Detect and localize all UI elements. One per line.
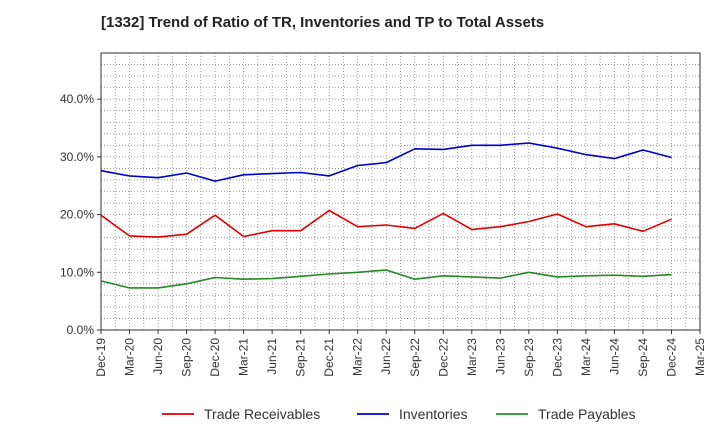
chart-title: [1332] Trend of Ratio of TR, Inventories… <box>101 14 545 31</box>
x-tick-label: Dec-21 <box>322 338 336 377</box>
x-tick-label: Dec-23 <box>550 338 564 377</box>
x-tick-label: Mar-22 <box>351 338 365 376</box>
legend-label-trade-receivables: Trade Receivables <box>204 406 320 422</box>
x-tick-label: Dec-19 <box>94 338 108 377</box>
legend-label-inventories: Inventories <box>399 406 467 422</box>
x-tick-label: Jun-24 <box>607 338 621 375</box>
x-tick-label: Jun-22 <box>379 338 393 375</box>
x-tick-label: Dec-24 <box>664 338 678 377</box>
plot-frame <box>100 52 701 331</box>
x-tick-label: Sep-24 <box>636 338 650 377</box>
x-tick-label: Dec-22 <box>436 338 450 377</box>
y-tick-label: 30.0% <box>60 150 94 164</box>
series-line-trade-receivables <box>100 209 672 238</box>
x-tick-label: Mar-23 <box>465 338 479 376</box>
x-tick-label: Jun-20 <box>151 338 165 375</box>
y-tick-label: 40.0% <box>60 92 94 106</box>
x-tick-label: Sep-23 <box>522 338 536 377</box>
x-tick-label: Dec-20 <box>208 338 222 377</box>
y-tick-label: 0.0% <box>67 323 95 337</box>
series-line-trade-payables <box>100 269 672 289</box>
series-line-inventories <box>100 142 672 182</box>
x-tick-label: Jun-21 <box>265 338 279 375</box>
x-tick-label: Sep-20 <box>180 338 194 377</box>
x-tick-label: Mar-20 <box>123 338 137 376</box>
x-tick-label: Jun-23 <box>493 338 507 375</box>
y-tick-label: 10.0% <box>60 265 94 279</box>
x-tick-label: Sep-21 <box>294 338 308 377</box>
x-tick-label: Mar-25 <box>693 338 707 376</box>
x-tick-label: Mar-24 <box>579 338 593 376</box>
legend-label-trade-payables: Trade Payables <box>538 406 636 422</box>
y-tick-label: 20.0% <box>60 208 94 222</box>
x-tick-label: Mar-21 <box>237 338 251 376</box>
x-tick-label: Sep-22 <box>408 338 422 377</box>
